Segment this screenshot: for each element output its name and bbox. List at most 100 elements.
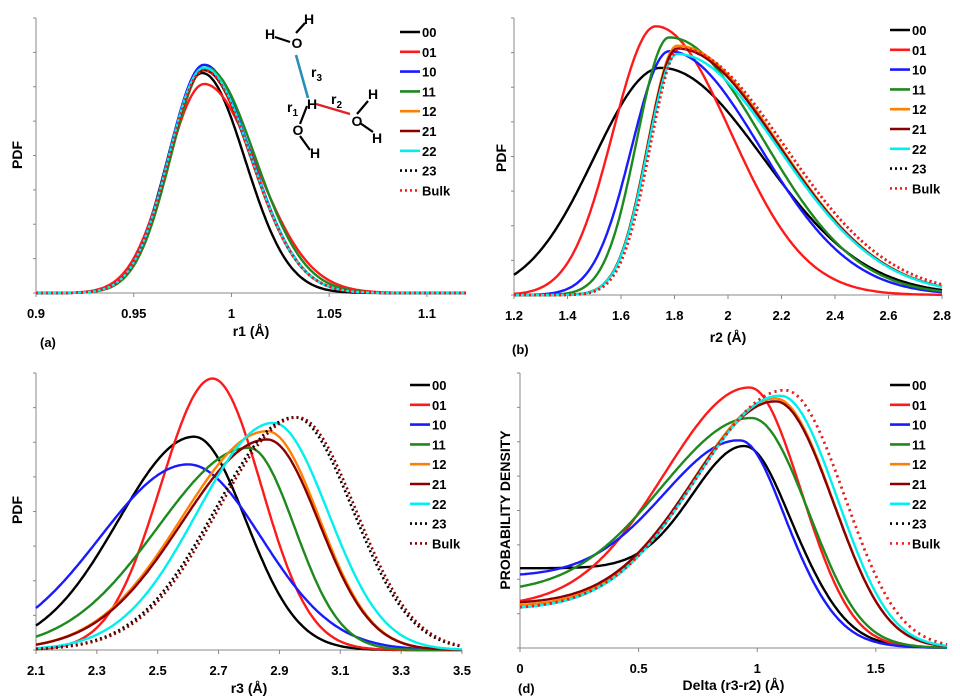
hydrogen-atom: H <box>304 11 314 27</box>
panel-tag: (d) <box>518 681 535 696</box>
chart-panel-1: 0.9 0.95 1 1.05 1.1 r1 (Å) PDF (a) 00 01 10 11 12 21 2… <box>9 17 466 350</box>
series-line-21 <box>36 69 466 295</box>
hydrogen-atom: H <box>310 145 320 161</box>
r2-hydrogen-bond <box>315 102 351 116</box>
legend-label-10: 10 <box>912 63 926 78</box>
legend-label-01: 01 <box>912 398 926 413</box>
series-line-10 <box>519 439 947 649</box>
covalent-bond <box>299 135 311 151</box>
x-tick-label: 0.95 <box>121 306 146 321</box>
legend: 00 01 10 11 12 21 22 23 Bulk <box>890 23 941 196</box>
y-axis-label: PDF <box>9 141 25 169</box>
series-line-bulk <box>35 416 463 651</box>
legend-label-21: 21 <box>912 122 926 137</box>
legend-label-11: 11 <box>912 82 926 97</box>
legend-label-bulk: Bulk <box>422 183 451 198</box>
x-tick-label: 1.5 <box>867 661 885 676</box>
x-tick-label: 1.2 <box>505 308 523 323</box>
x-tick-label: 1.6 <box>612 308 630 323</box>
x-tick-label: 1.4 <box>558 308 577 323</box>
legend: 00 01 10 11 12 21 22 23 Bulk <box>890 378 941 551</box>
series-line-12 <box>36 69 466 295</box>
series-line-01 <box>36 82 466 295</box>
x-tick-label: 2.5 <box>149 663 167 678</box>
legend-label-bulk: Bulk <box>912 536 941 551</box>
x-tick-label: 2.6 <box>879 308 897 323</box>
covalent-bond <box>295 22 306 34</box>
series-line-23 <box>36 68 466 295</box>
x-tick-label: 1 <box>754 661 761 676</box>
series-line-12 <box>519 397 948 648</box>
series-line-11 <box>519 416 947 649</box>
legend-label-11: 11 <box>432 437 446 452</box>
series-line-11 <box>35 446 462 652</box>
series-line-01 <box>513 25 942 296</box>
x-tick-label: 3.1 <box>331 663 349 678</box>
x-tick-label: 0.9 <box>27 306 45 321</box>
oxygen-atom: O <box>352 113 363 129</box>
series-line-bulk <box>514 47 943 297</box>
y-axis-label: PDF <box>493 144 509 172</box>
series-line-22 <box>35 421 463 651</box>
legend-label-21: 21 <box>422 124 436 139</box>
covalent-bond <box>274 35 291 44</box>
distance-label-r3: r3 <box>311 64 322 84</box>
y-axis-label: PDF <box>9 496 25 524</box>
legend-label-11: 11 <box>422 84 436 99</box>
legend-label-10: 10 <box>432 418 446 433</box>
legend-label-bulk: Bulk <box>432 536 461 551</box>
legend-label-01: 01 <box>422 45 436 60</box>
chart-panel-2: 1.2 1.4 1.6 1.8 2 2.2 2.4 2.6 2.8r2 (Å)PDF(b)000… <box>493 17 951 357</box>
x-axis-label: Delta (r3-r2) (Å) <box>683 677 785 693</box>
legend-label-00: 00 <box>912 23 926 38</box>
covalent-bond <box>356 100 369 115</box>
series-line-bulk <box>36 68 466 295</box>
x-tick-label: 2.4 <box>826 308 845 323</box>
x-tick-label: 2.1 <box>27 663 45 678</box>
series-line-21 <box>35 438 462 651</box>
oxygen-atom: O <box>293 122 304 138</box>
x-tick-label: 0 <box>516 661 523 676</box>
legend-label-23: 23 <box>422 164 436 179</box>
hydrogen-atom: H <box>368 86 378 102</box>
legend: 00 01 10 11 12 21 22 23 Bulk <box>400 25 451 198</box>
x-axis-label: r1 (Å) <box>233 323 270 339</box>
legend-label-23: 23 <box>912 162 926 177</box>
x-tick-label: 2.9 <box>270 663 288 678</box>
series-line-22 <box>519 394 948 648</box>
x-tick-label: 2.2 <box>772 308 790 323</box>
legend-label-22: 22 <box>422 144 436 159</box>
series-line-01 <box>35 377 462 652</box>
oxygen-atom: O <box>292 35 303 51</box>
legend-label-12: 12 <box>422 104 436 119</box>
legend-label-22: 22 <box>912 142 926 157</box>
covalent-bond <box>298 105 309 125</box>
distance-label-r2: r2 <box>331 91 342 111</box>
series-line-12 <box>35 430 462 651</box>
series-line-00 <box>36 71 466 295</box>
legend: 00 01 10 11 12 21 22 23 Bulk <box>410 378 461 551</box>
chart-panel-4: 0 0.5 1 1.5 Delta (r3-r2) (Å) PROBABILITY DEN… <box>497 372 948 696</box>
legend-label-10: 10 <box>422 65 436 80</box>
legend-label-23: 23 <box>912 517 926 532</box>
legend-label-01: 01 <box>912 43 926 58</box>
hydrogen-atom: H <box>307 96 317 112</box>
x-tick-label: 2.7 <box>210 663 228 678</box>
x-tick-label: 1.05 <box>317 306 342 321</box>
y-axis-label: PROBABILITY DENSITY <box>497 430 513 590</box>
x-tick-label: 1.1 <box>418 306 436 321</box>
legend-label-12: 12 <box>912 102 926 117</box>
distance-label-r1: r1 <box>287 99 298 119</box>
series-line-01 <box>519 386 948 649</box>
legend-label-21: 21 <box>912 477 926 492</box>
series-line-00 <box>520 444 947 649</box>
panel-tag: (b) <box>512 342 529 357</box>
hydrogen-atom: H <box>372 130 382 146</box>
legend-label-12: 12 <box>912 457 926 472</box>
legend-label-22: 22 <box>912 497 926 512</box>
legend-label-22: 22 <box>432 497 446 512</box>
x-tick-label: 2.8 <box>933 308 951 323</box>
series-line-bulk <box>519 389 948 646</box>
